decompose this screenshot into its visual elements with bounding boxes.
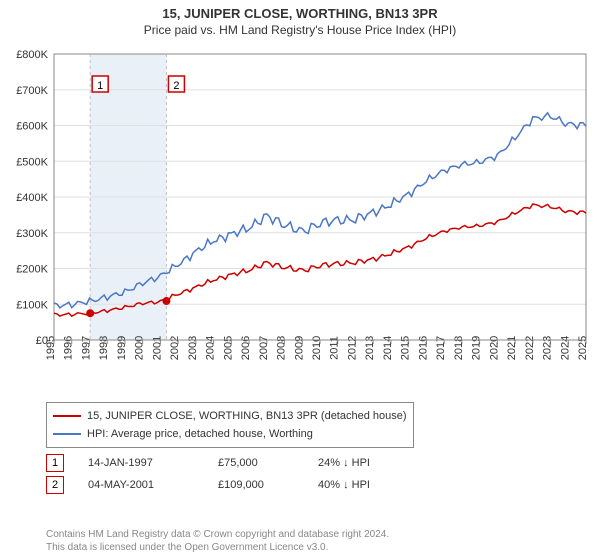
x-tick-label: 2002 <box>169 336 181 360</box>
x-tick-label: 2017 <box>435 336 447 360</box>
y-tick-label: £100K <box>16 299 48 311</box>
legend-item: HPI: Average price, detached house, Wort… <box>49 425 407 443</box>
chart-area: £0£100K£200K£300K£400K£500K£600K£700K£80… <box>0 44 600 400</box>
x-tick-label: 2016 <box>417 336 429 360</box>
y-tick-label: £500K <box>16 156 48 168</box>
x-tick-label: 2008 <box>276 336 288 360</box>
legend-label: 15, JUNIPER CLOSE, WORTHING, BN13 3PR (d… <box>87 410 407 422</box>
x-tick-label: 2015 <box>400 336 412 360</box>
x-tick-label: 2001 <box>151 336 163 360</box>
sales-date: 04-MAY-2001 <box>88 479 218 491</box>
x-tick-label: 1999 <box>116 336 128 360</box>
chart-svg: £0£100K£200K£300K£400K£500K£600K£700K£80… <box>0 44 600 400</box>
x-tick-label: 2018 <box>453 336 465 360</box>
x-tick-label: 2007 <box>258 336 270 360</box>
chart-subtitle: Price paid vs. HM Land Registry's House … <box>0 21 600 37</box>
y-tick-label: £700K <box>16 85 48 97</box>
y-tick-label: £600K <box>16 121 48 133</box>
sales-price: £109,000 <box>218 479 318 491</box>
x-tick-label: 2013 <box>364 336 376 360</box>
sales-delta: 24% ↓ HPI <box>318 457 438 469</box>
sales-price: £75,000 <box>218 457 318 469</box>
y-tick-label: £800K <box>16 49 48 61</box>
x-tick-label: 2009 <box>293 336 305 360</box>
sales-table: 1 14-JAN-1997£75,00024% ↓ HPI 2 04-MAY-2001… <box>46 452 586 496</box>
chart-title: 15, JUNIPER CLOSE, WORTHING, BN13 3PR <box>0 0 600 21</box>
x-tick-label: 2012 <box>346 336 358 360</box>
x-tick-label: 2006 <box>240 336 252 360</box>
x-tick-label: 2000 <box>134 336 146 360</box>
footer: Contains HM Land Registry data © Crown c… <box>46 528 389 554</box>
legend-swatch <box>53 433 81 435</box>
legend-item: 15, JUNIPER CLOSE, WORTHING, BN13 3PR (d… <box>49 407 407 425</box>
footer-line-2: This data is licensed under the Open Gov… <box>46 541 389 554</box>
x-tick-label: 2004 <box>205 336 217 360</box>
x-tick-label: 2010 <box>311 336 323 360</box>
sale-marker-number: 1 <box>97 80 103 92</box>
legend-label: HPI: Average price, detached house, Wort… <box>87 428 313 440</box>
sale-marker-number: 2 <box>173 80 179 92</box>
sales-marker: 2 <box>46 476 64 494</box>
sales-date: 14-JAN-1997 <box>88 457 218 469</box>
legend-swatch <box>53 415 81 417</box>
sales-marker: 1 <box>46 454 64 472</box>
x-tick-label: 1995 <box>45 336 57 360</box>
sales-row: 2 04-MAY-2001£109,00040% ↓ HPI <box>46 474 586 496</box>
sales-row: 1 14-JAN-1997£75,00024% ↓ HPI <box>46 452 586 474</box>
legend: 15, JUNIPER CLOSE, WORTHING, BN13 3PR (d… <box>46 402 586 448</box>
x-tick-label: 1998 <box>98 336 110 360</box>
x-tick-label: 2005 <box>222 336 234 360</box>
x-tick-label: 2023 <box>542 336 554 360</box>
footer-line-1: Contains HM Land Registry data © Crown c… <box>46 528 389 541</box>
x-tick-label: 2022 <box>524 336 536 360</box>
x-tick-label: 2024 <box>559 336 571 360</box>
x-tick-label: 2019 <box>471 336 483 360</box>
x-tick-label: 1997 <box>80 336 92 360</box>
x-tick-label: 1996 <box>63 336 75 360</box>
x-tick-label: 2003 <box>187 336 199 360</box>
sales-delta: 40% ↓ HPI <box>318 479 438 491</box>
sale-dot <box>86 309 94 317</box>
x-tick-label: 2020 <box>488 336 500 360</box>
x-tick-label: 2025 <box>577 336 589 360</box>
y-tick-label: £400K <box>16 192 48 204</box>
x-tick-label: 2021 <box>506 336 518 360</box>
sale-dot <box>162 297 170 305</box>
y-tick-label: £300K <box>16 228 48 240</box>
x-tick-label: 2014 <box>382 336 394 360</box>
y-tick-label: £200K <box>16 264 48 276</box>
